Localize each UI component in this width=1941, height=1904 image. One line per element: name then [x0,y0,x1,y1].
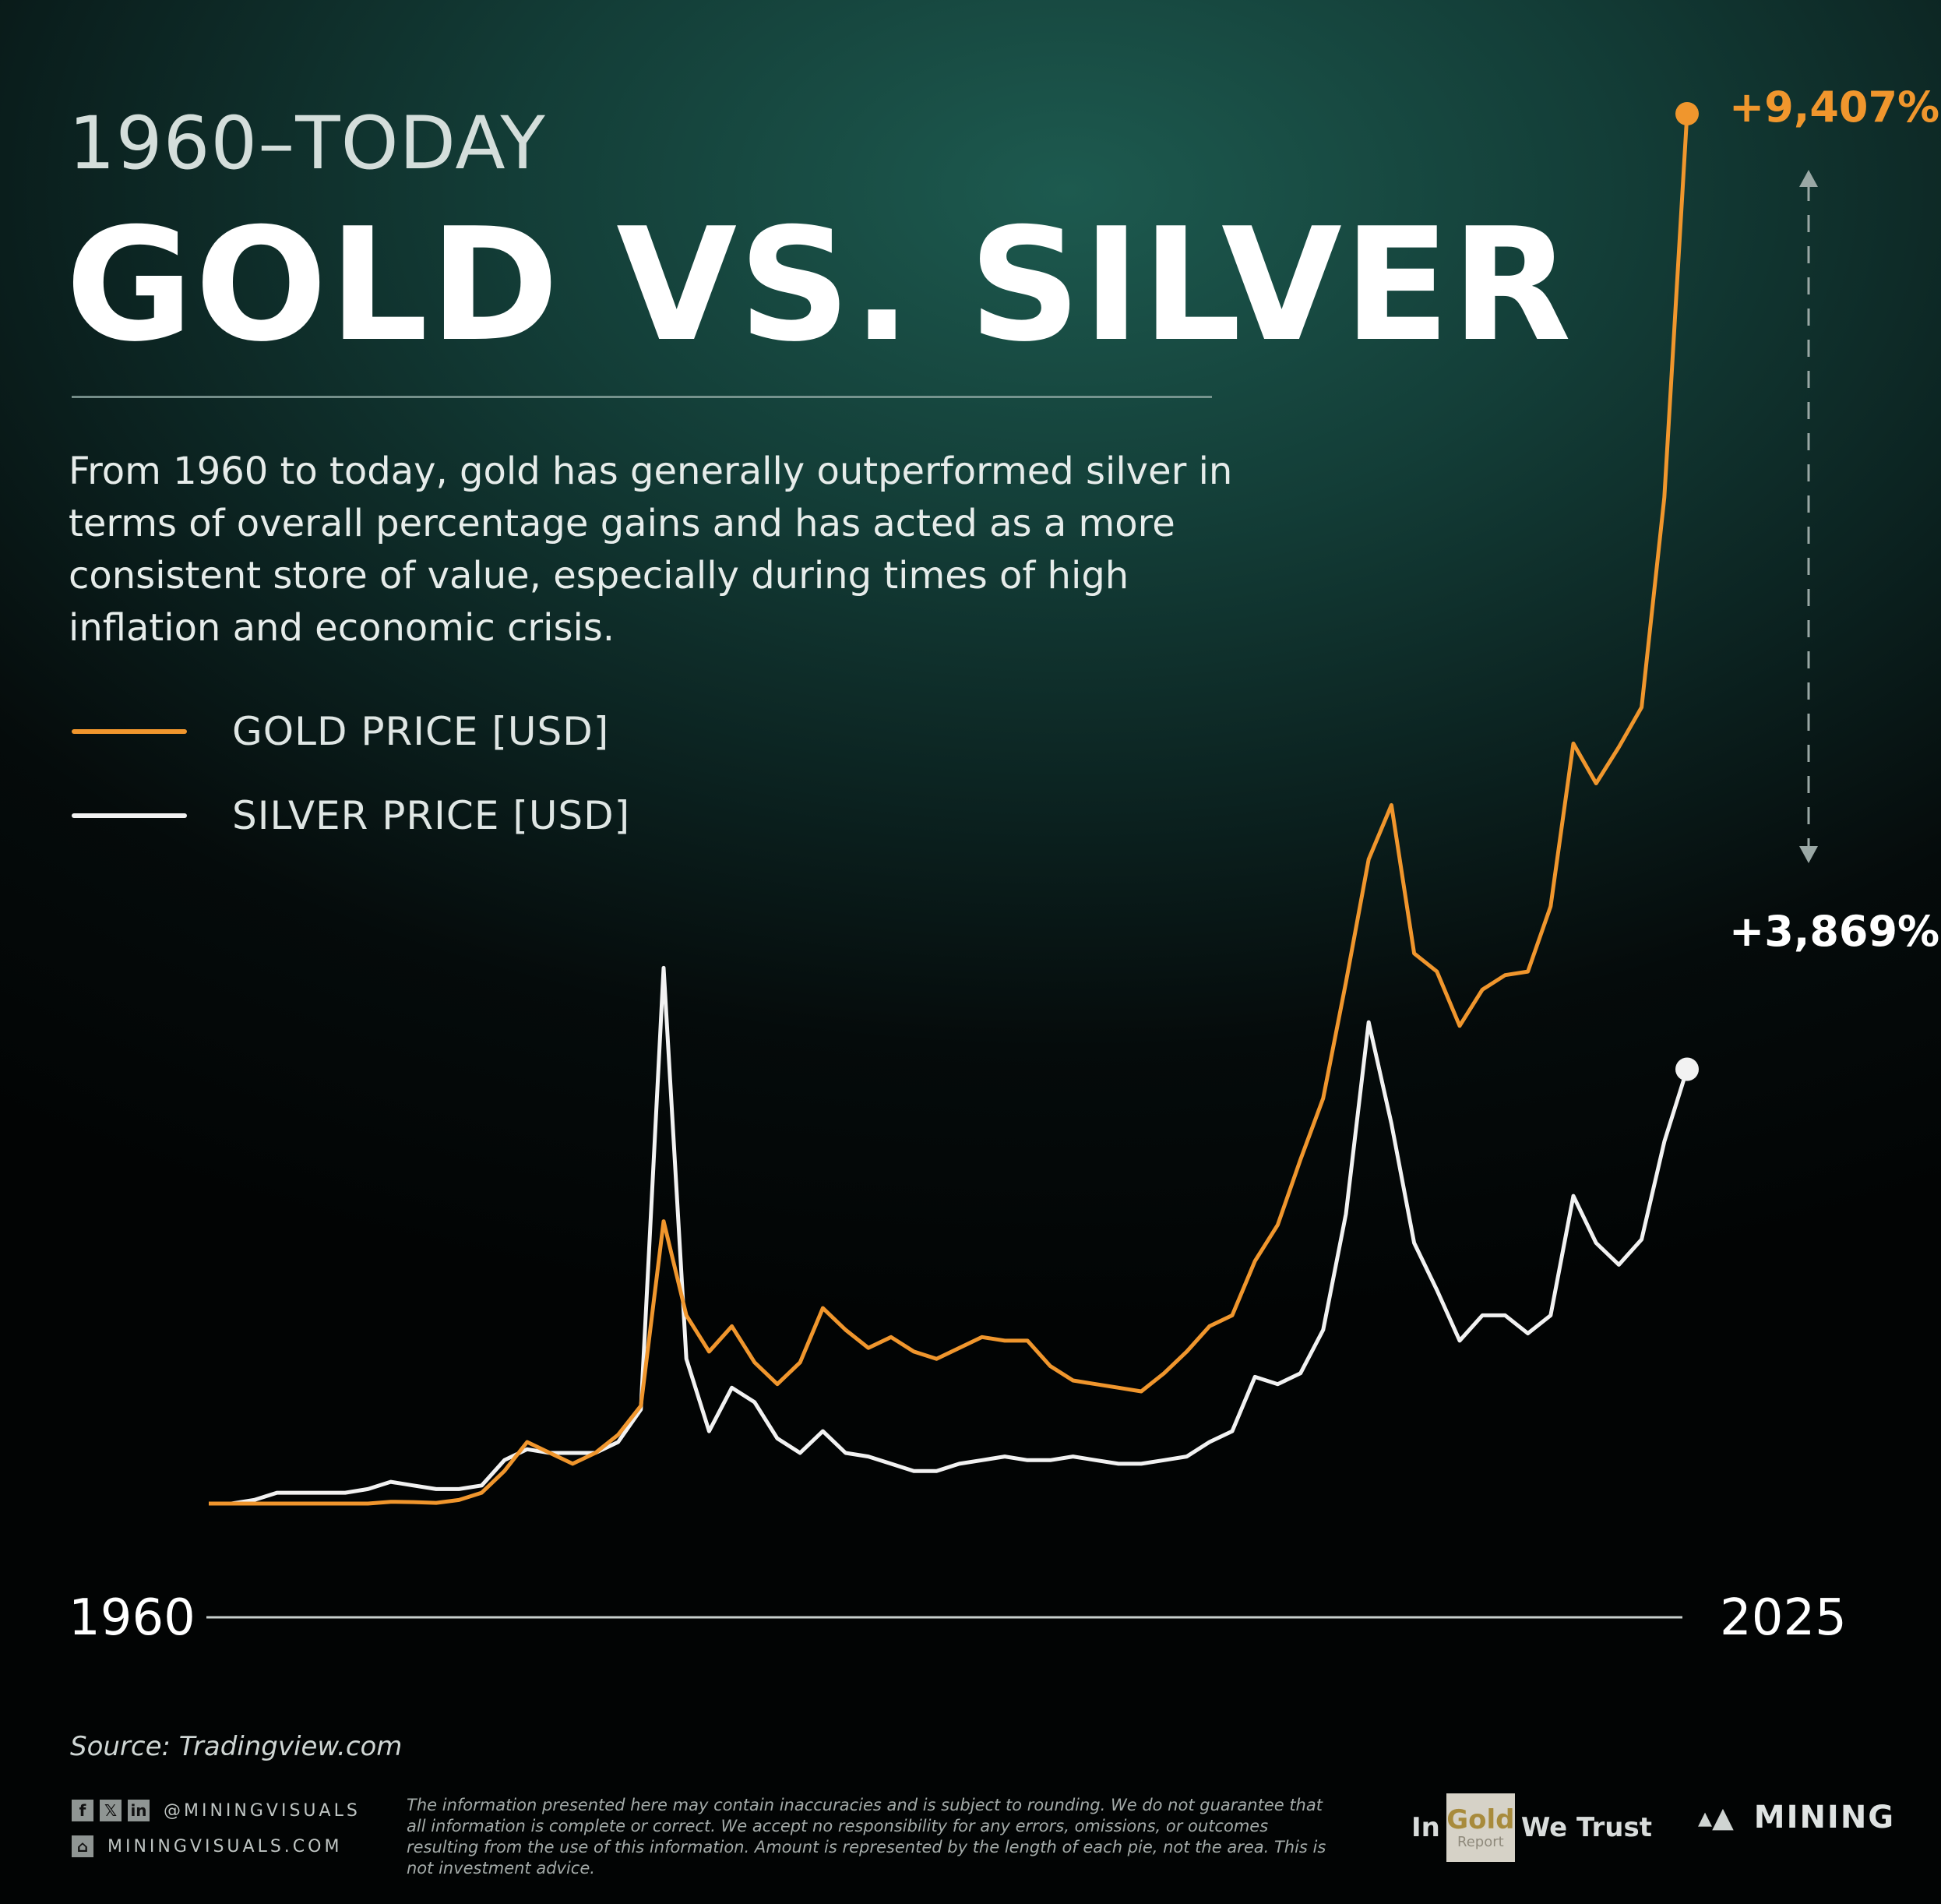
subtitle: 1960–TODAY [69,101,546,186]
logo-report: Report [1457,1833,1504,1850]
description: From 1960 to today, gold has generally o… [69,450,1233,650]
legend-gold: GOLD PRICE [USD] [72,709,609,754]
logo-we-trust: We Trust [1520,1812,1652,1843]
mining-logo-text: MINING [1753,1800,1896,1835]
silver-end-label: +3,869% [1729,907,1939,956]
gold-end-point [1675,102,1699,125]
linkedin-icon[interactable]: in [128,1800,150,1821]
gold-series-line [209,113,1689,1506]
logo-gold-box: Gold Report [1446,1793,1515,1862]
mining-visuals-logo: ▴▲ MINING [1698,1800,1895,1835]
home-icon: ⌂ [72,1835,93,1857]
source-note: Source: Tradingview.com [70,1731,403,1762]
mining-logo-icon: ▴▲ [1698,1801,1734,1834]
social-handle[interactable]: @MININGVISUALS [164,1800,361,1821]
page-title: GOLD VS. SILVER [65,195,1573,376]
in-gold-we-trust-logo: In Gold Report We Trust [1411,1793,1652,1862]
website-link[interactable]: MININGVISUALS.COM [107,1836,343,1856]
x-icon[interactable]: 𝕏 [100,1800,122,1821]
legend-silver-label: SILVER PRICE [USD] [232,793,631,838]
logo-gold: Gold [1446,1804,1515,1835]
arrow-down-icon [1799,846,1818,863]
gold-end-label: +9,407% [1729,83,1939,132]
legend-silver-swatch [72,813,187,818]
social-row: f 𝕏 in @MININGVISUALS [72,1800,361,1821]
facebook-icon[interactable]: f [72,1800,93,1821]
silver-end-point [1675,1057,1699,1081]
title-divider [72,396,1212,398]
x-start-label: 1960 [69,1589,196,1647]
x-end-label: 2025 [1720,1589,1847,1647]
silver-series-line [209,965,1689,1506]
arrow-up-icon [1799,170,1818,187]
disclaimer: The information presented here may conta… [407,1796,1326,1878]
legend-gold-label: GOLD PRICE [USD] [232,709,610,754]
website-row: ⌂ MININGVISUALS.COM [72,1835,342,1857]
logo-in: In [1411,1812,1440,1843]
legend-silver: SILVER PRICE [USD] [72,793,630,838]
legend-gold-swatch [72,729,187,734]
